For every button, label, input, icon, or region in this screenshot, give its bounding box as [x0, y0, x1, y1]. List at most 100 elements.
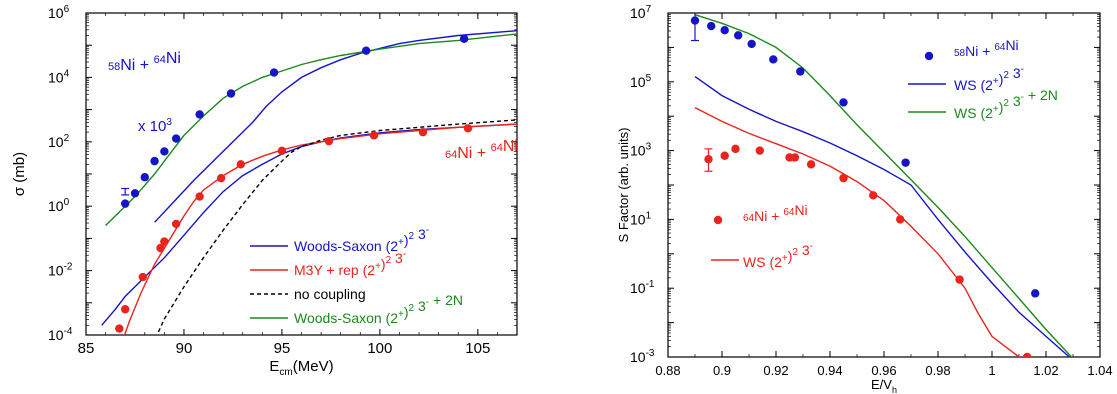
y-tick-label: 107: [630, 4, 652, 21]
legend-marker: [924, 51, 934, 61]
y-tick-label-text: 10: [630, 349, 646, 365]
data-point: [171, 134, 181, 143]
data-point: [120, 199, 130, 208]
x-tick-label: 0.98: [925, 363, 950, 378]
legend-label-text: Ni: [1005, 37, 1018, 53]
legend-label-text: ): [381, 256, 386, 272]
legend-label-text: 3: [414, 226, 426, 242]
annotation-ni64-text: Ni +: [457, 145, 490, 162]
y-tick-label-text: 10: [48, 198, 64, 214]
data-point: [769, 55, 778, 64]
y-tick-label-sup: 1: [646, 210, 652, 221]
data-point: [790, 153, 800, 162]
legend-label-sup: +: [398, 309, 404, 320]
x-tick-label: 0.92: [763, 363, 788, 378]
legend-label-sup: +: [993, 104, 999, 115]
legend-label-sup: -: [1021, 64, 1024, 75]
y-axis-label: σ (mb): [11, 152, 28, 196]
x-axis-label-main: E/V: [871, 377, 892, 392]
data-point: [171, 219, 181, 229]
legend-label-text: ): [404, 304, 409, 320]
annotation-x103-sup: 3: [166, 117, 172, 128]
legend-label-sup: +: [398, 237, 404, 248]
legend-label-text: WS (2: [743, 254, 782, 270]
x-axis-label: E/Vh: [871, 377, 897, 394]
annotation-x103-text: x 10: [138, 118, 166, 135]
x-tick-label: 95: [274, 340, 291, 357]
y-tick-label-text: 10: [630, 74, 646, 90]
x-axis-label-sub: cm: [279, 367, 292, 378]
data-point: [216, 173, 226, 183]
x-tick-label: 85: [78, 340, 95, 357]
legend-label-sup: 2: [409, 303, 415, 314]
data-point: [120, 305, 130, 314]
legend-marker: [713, 215, 723, 225]
data-point: [1022, 352, 1032, 357]
data-point: [869, 191, 878, 200]
annotation-ni58-sup: 58: [108, 61, 120, 73]
plot-frame: [667, 12, 1101, 358]
legend-label-text: ): [999, 71, 1004, 87]
y-tick-label-sup: 0: [64, 197, 70, 208]
legend-label-sup: -: [1021, 92, 1024, 103]
data-point: [236, 160, 245, 169]
annotation-ni58-text: Ni: [166, 50, 181, 67]
x-axis-label: Ecm(MeV): [269, 358, 333, 378]
legend-label: WS (2+)2 3- + 2N: [954, 87, 1058, 121]
legend-label-sup: -: [426, 225, 429, 236]
data-point: [896, 215, 905, 224]
data-point: [138, 272, 148, 282]
data-point: [720, 151, 729, 160]
legend-label: WS (2+)2 3-: [954, 64, 1024, 93]
data-point: [704, 155, 713, 164]
data-point: [690, 16, 700, 25]
annotation-x103: x 103: [138, 117, 172, 135]
y-tick-label: 10-1: [630, 279, 655, 296]
data-point: [747, 39, 756, 49]
y-tick-label: 105: [630, 73, 652, 90]
y-tick-label-text: 10: [630, 211, 646, 227]
y-tick-label-sup: 3: [646, 142, 652, 153]
legend-label-text: ): [999, 99, 1004, 115]
data-point: [269, 68, 279, 77]
y-tick-label: 106: [48, 4, 70, 21]
y-tick-label-sup: 2: [64, 133, 70, 144]
y-tick-label: 10-4: [48, 326, 73, 343]
data-point: [226, 89, 236, 98]
legend-label-sup: 2: [792, 247, 798, 258]
legend-label-sup: 58: [954, 48, 966, 59]
data-point: [418, 127, 428, 137]
data-point: [463, 124, 473, 133]
data-point: [160, 147, 169, 156]
x-tick-label: 0.88: [655, 363, 680, 378]
y-tick-label-sup: -3: [646, 348, 655, 359]
x-tick-label: 1.02: [1033, 363, 1058, 378]
annotation-ni58-text: Ni +: [120, 57, 153, 74]
data-point: [195, 192, 204, 201]
legend-label-sup: -: [810, 241, 813, 252]
y-axis-label: S Factor (arb. units): [616, 128, 631, 243]
legend-label-text: no coupling: [294, 286, 366, 302]
data-point: [459, 34, 469, 43]
data-point: [195, 110, 204, 119]
legend-label-text: WS (2: [954, 77, 993, 93]
y-tick-label-sup: 6: [64, 4, 70, 15]
legend-label: M3Y + rep (2+)2 3-: [294, 249, 406, 278]
data-point: [901, 158, 910, 167]
legend-label: no coupling: [294, 286, 366, 302]
y-tick-label-text: 10: [630, 143, 646, 159]
y-tick-label-sup: -1: [646, 279, 655, 290]
data-point: [361, 46, 371, 55]
y-tick-label-text: 10: [630, 5, 646, 21]
legend-label: 58Ni + 64Ni: [954, 37, 1019, 59]
legend-label-text: Ni +: [754, 208, 783, 224]
data-point: [955, 275, 964, 284]
y-tick-label: 102: [48, 133, 70, 150]
legend-label-text: 3: [1009, 65, 1021, 81]
legend-label-sup: +: [375, 261, 381, 272]
data-point: [839, 98, 848, 107]
data-point: [720, 26, 729, 35]
